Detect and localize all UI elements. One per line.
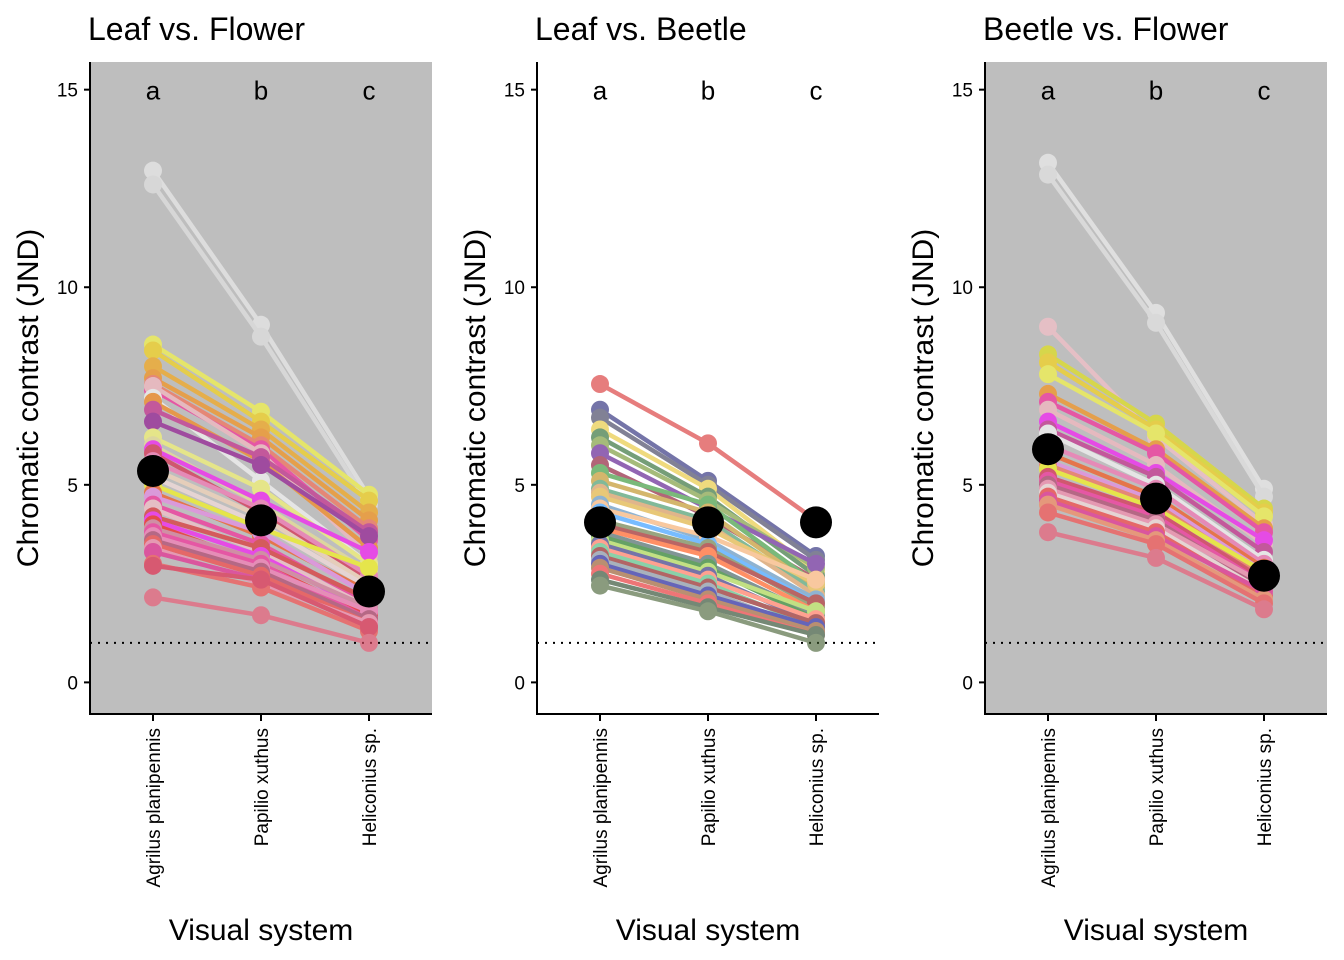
series-point [144,556,162,575]
x-tick-label: Papilio xuthus [252,728,273,846]
x-axis-title: Visual system [616,914,801,947]
y-tick-label: 10 [952,278,973,299]
significance-letter: b [1149,76,1163,106]
series-point [807,570,825,589]
series-point [1147,535,1165,554]
y-tick-label: 0 [962,673,973,694]
series-point [807,633,825,652]
mean-point [1140,482,1172,515]
y-axis-title: Chromatic contrast (JND) [459,229,492,567]
y-tick-label: 0 [67,673,78,694]
series-point [144,175,162,194]
series-point [591,375,609,394]
plot-background [985,62,1327,714]
series-point [360,633,378,652]
series-point [1039,503,1057,522]
series-point [252,570,270,589]
mean-point [353,575,385,608]
y-tick-label: 10 [504,278,525,299]
mean-point [800,506,832,539]
series-point [360,527,378,546]
series-point [144,588,162,607]
panels-group: Leaf vs. Flower 0 5 10 15 Chromatic contrast … [12,11,1327,947]
series-point [252,456,270,475]
series-point [1039,165,1057,184]
y-tick-label: 15 [57,81,78,102]
series-point [1147,424,1165,443]
series-point [699,602,717,621]
x-tick-label: Papilio xuthus [1147,728,1168,846]
panel-title: Beetle vs. Flower [983,11,1229,47]
y-tick-label: 15 [504,81,525,102]
series-point [360,618,378,637]
x-tick-label: Agrilus planipennis [144,728,165,888]
x-tick-label: Agrilus planipennis [1039,728,1060,888]
series-point [1147,313,1165,332]
x-tick-label: Agrilus planipennis [591,728,612,888]
series-point [699,434,717,453]
significance-letter: a [146,76,161,106]
series-point [807,554,825,573]
mean-point [1248,559,1280,592]
panel-title: Leaf vs. Beetle [535,11,747,47]
series-point [144,412,162,431]
significance-letter: a [593,76,608,106]
y-axis-title: Chromatic contrast (JND) [12,229,45,567]
series-point [591,576,609,595]
significance-letter: a [1041,76,1056,106]
series-point [252,606,270,625]
series-point [144,161,162,180]
series-point [1255,600,1273,619]
significance-letter: c [810,76,823,106]
x-tick-label: Papilio xuthus [699,728,720,846]
x-tick-label: Heliconius sp. [360,728,381,846]
x-axis-title: Visual system [1064,914,1249,947]
y-tick-label: 15 [952,81,973,102]
mean-point [245,504,277,537]
mean-point [1032,433,1064,466]
series-point [252,327,270,346]
significance-letter: c [363,76,376,106]
y-tick-label: 0 [514,673,525,694]
panel-title: Leaf vs. Flower [88,11,305,47]
chart-panel-3: Beetle vs. Flower 0 5 10 15 Chromatic contras… [907,11,1327,947]
mean-point [692,506,724,539]
series-point [1039,365,1057,384]
significance-letter: b [254,76,268,106]
y-tick-label: 10 [57,278,78,299]
chart-panel-1: Leaf vs. Flower 0 5 10 15 Chromatic contrast … [12,11,432,947]
chart-panel-2: Leaf vs. Beetle 0 5 10 15 Chromatic contrast … [459,11,879,947]
series-point [1039,523,1057,542]
x-tick-label: Heliconius sp. [1255,728,1276,846]
x-tick-label: Heliconius sp. [807,728,828,846]
significance-letter: b [701,76,715,106]
mean-point [584,506,616,539]
significance-letter: c [1258,76,1271,106]
x-axis-title: Visual system [169,914,354,947]
series-point [360,542,378,561]
series-point [1147,548,1165,567]
y-tick-label: 5 [67,476,78,497]
mean-point [137,454,169,487]
y-tick-label: 5 [514,476,525,497]
series-point [1039,317,1057,336]
series-point [144,341,162,360]
y-tick-label: 5 [962,476,973,497]
y-axis-title: Chromatic contrast (JND) [907,229,940,567]
series-point [360,558,378,577]
